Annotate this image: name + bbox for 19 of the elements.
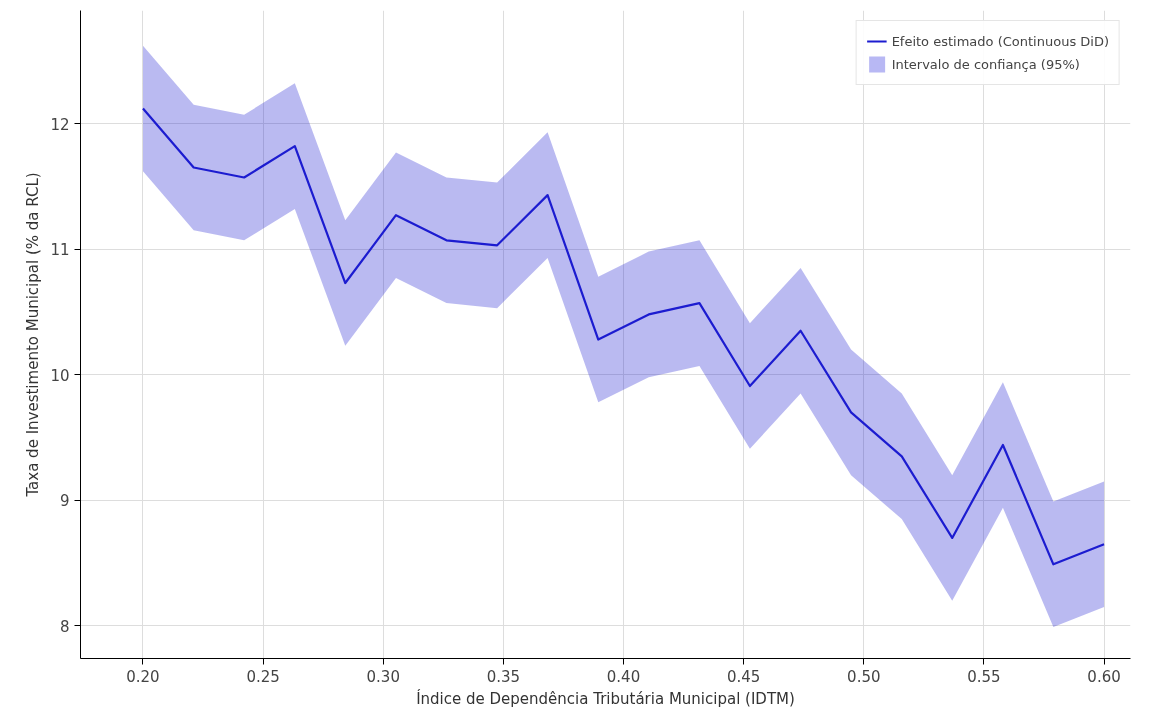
x-tick-label: 0.30 [366,667,400,686]
x-tick-label: 0.55 [967,667,1001,686]
x-tick-label: 0.25 [246,667,280,686]
x-tick-label: 0.40 [606,667,641,686]
x-tick-label: 0.45 [726,667,761,686]
legend-label: Efeito estimado (Continuous DiD) [891,33,1109,49]
y-tick-label: 8 [59,617,70,636]
y-tick-label: 12 [50,115,70,134]
legend-label: Intervalo de confiança (95%) [891,56,1080,72]
x-tick-label: 0.35 [486,667,521,686]
y-axis-title: Taxa de Investimento Municipal (% da RCL) [24,172,43,498]
x-axis-title: Índice de Dependência Tributária Municipal (IDTM) [416,688,795,708]
y-tick-label: 10 [50,366,70,385]
x-tick-label: 0.20 [126,667,160,686]
line-series [141,107,1106,566]
x-tick-label: 0.50 [847,667,881,686]
y-tick-label: 9 [59,492,70,511]
x-tick-label: 0.60 [1087,667,1121,686]
y-tick-label: 11 [50,241,70,260]
